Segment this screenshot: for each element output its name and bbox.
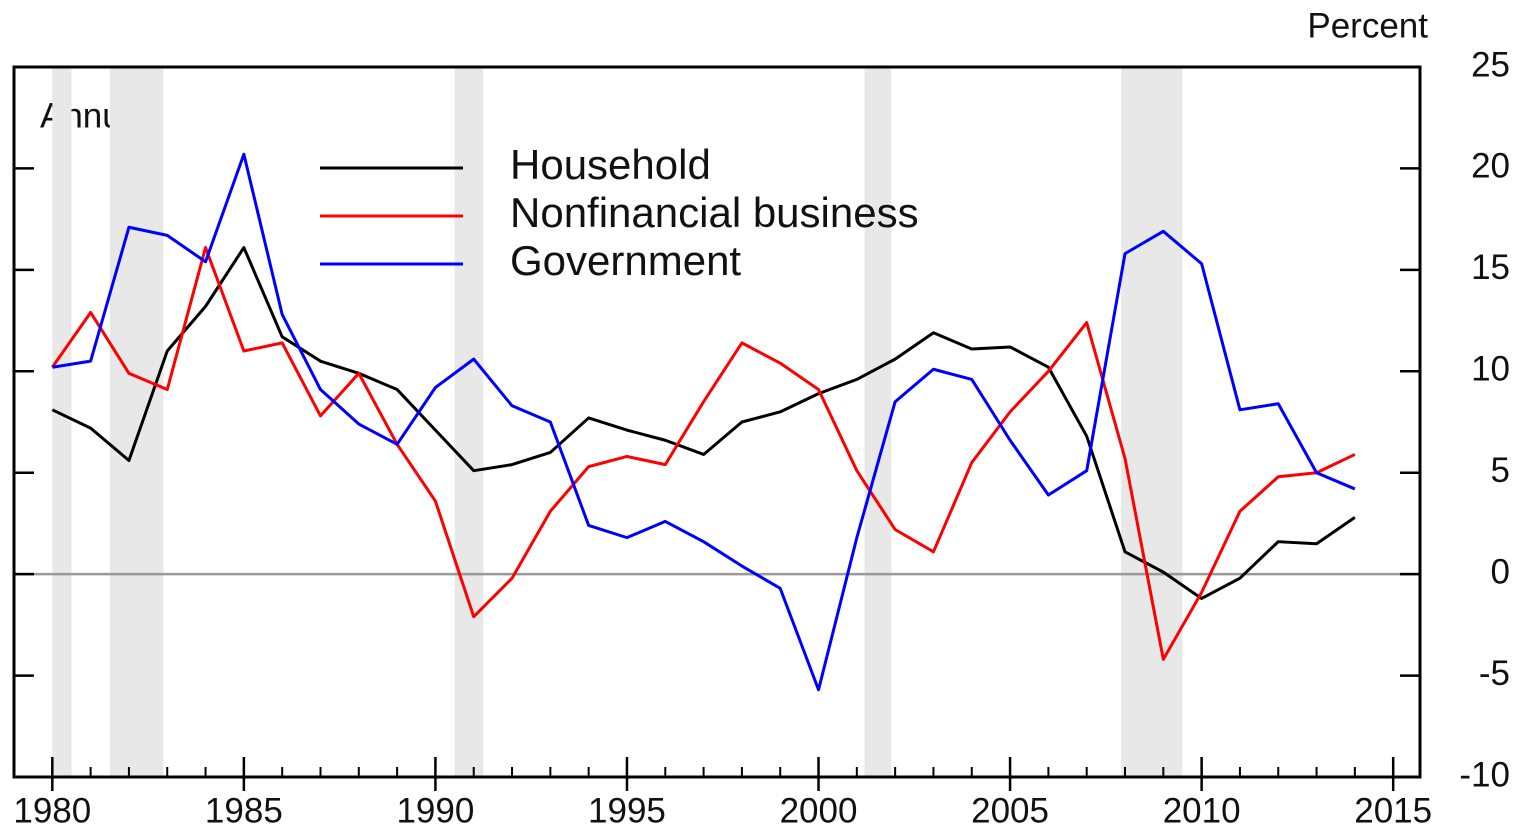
x-tick-label: 1985 — [205, 791, 283, 830]
x-tick-label: 1980 — [13, 791, 91, 830]
plot-frame — [12, 65, 1422, 779]
legend-label: Nonfinancial business — [510, 189, 919, 236]
recession-band — [109, 67, 164, 777]
series-line — [51, 246, 1356, 600]
x-tick-label: 2000 — [780, 791, 858, 830]
legend-label: Government — [510, 237, 741, 284]
x-tick-label: 2005 — [971, 791, 1049, 830]
series-line — [51, 246, 1356, 661]
recession-band — [1121, 67, 1183, 777]
recession-band — [52, 67, 72, 777]
x-tick-label: 2015 — [1354, 791, 1432, 830]
y-tick-label: 20 — [1471, 147, 1510, 186]
recession-band — [864, 67, 892, 777]
x-tick-label: 1990 — [396, 791, 474, 830]
y-tick-label: 15 — [1471, 248, 1510, 287]
y-axis-label: Percent — [1307, 6, 1428, 45]
legend-label: Household — [510, 141, 711, 188]
y-tick-label: 25 — [1471, 45, 1510, 84]
y-tick-label: 10 — [1471, 350, 1510, 389]
series-line — [52, 152, 1356, 692]
x-tick-label: 2010 — [1163, 791, 1241, 830]
recession-band — [454, 67, 484, 777]
y-tick-label: 5 — [1491, 451, 1510, 490]
y-tick-label: 0 — [1491, 552, 1510, 591]
y-tick-label: -5 — [1479, 654, 1510, 693]
x-tick-label: 1995 — [588, 791, 666, 830]
y-tick-label: -10 — [1459, 755, 1510, 794]
